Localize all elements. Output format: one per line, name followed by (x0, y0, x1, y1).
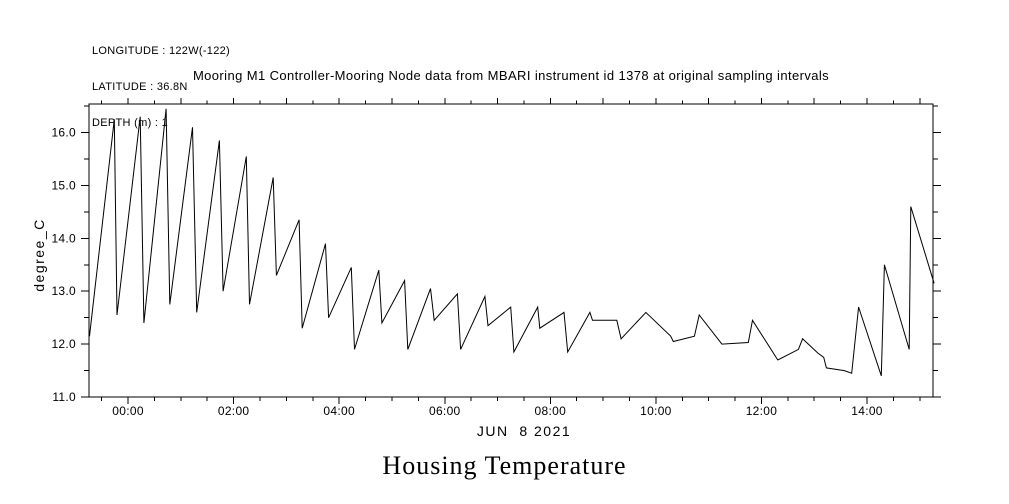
y-tick-label: 16.0 (51, 126, 76, 140)
plot-frame (88, 103, 934, 398)
x-tick-label: 04:00 (323, 404, 355, 418)
x-tick-label: 10:00 (640, 404, 672, 418)
x-tick-label: 02:00 (218, 404, 250, 418)
x-tick-label: 14:00 (851, 404, 883, 418)
x-tick-label: 08:00 (535, 404, 567, 418)
x-tick-label: 06:00 (429, 404, 461, 418)
y-tick-label: 15.0 (51, 178, 76, 192)
x-tick-label: 00:00 (112, 404, 144, 418)
y-axis-label: degree_C (31, 218, 47, 292)
x-tick-label: 12:00 (746, 404, 778, 418)
housing-temperature-title: Housing Temperature (382, 451, 627, 480)
y-tick-label: 12.0 (51, 337, 76, 351)
chart-title: Mooring M1 Controller-Mooring Node data … (192, 68, 830, 83)
longitude-value: LONGITUDE : 122W(-122) (92, 45, 231, 57)
y-tick-label: 11.0 (52, 390, 76, 404)
y-tick-label: 13.0 (51, 284, 76, 298)
latitude-value: LATITUDE : 36.8N (92, 81, 188, 93)
x-axis-label: JUN 8 2021 (477, 423, 571, 439)
y-tick-label: 14.0 (51, 231, 76, 245)
temperature-data-line (89, 108, 935, 376)
